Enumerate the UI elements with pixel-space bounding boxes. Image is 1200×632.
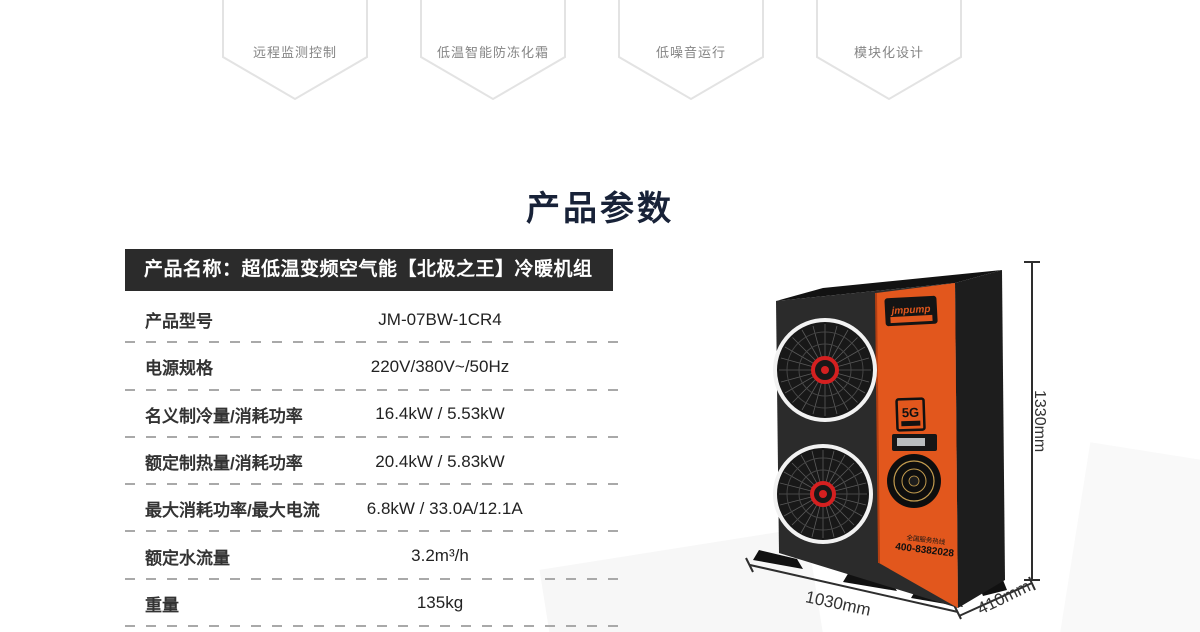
badge-outline (816, 0, 962, 101)
spec-label: 额定制热量/消耗功率 (145, 454, 303, 474)
feature-badge-remote: 远程监测控制 (220, 0, 370, 108)
spec-label: 名义制冷量/消耗功率 (145, 406, 303, 426)
fan-top (773, 318, 877, 422)
spec-value: 16.4kW / 5.53kW (375, 404, 505, 424)
speaker-mute-icon (616, 0, 766, 40)
badge-outline (420, 0, 566, 101)
feature-label: 低噪音运行 (655, 45, 726, 60)
table-row: 额定制热量/消耗功率 20.4kW / 5.83kW (125, 438, 627, 486)
unit-side (955, 270, 1005, 608)
display-window (892, 434, 937, 451)
feature-badge-modular: 模块化设计 (814, 0, 964, 108)
table-row: 重量 135kg (125, 580, 627, 628)
thermometer-snowflake-icon: ❄ (418, 0, 568, 40)
spec-table: 产品型号 JM-07BW-1CR4 电源规格 220V/380V~/50Hz 名… (125, 296, 627, 628)
feature-label: 远程监测控制 (252, 45, 337, 60)
brand-plate: jmpump (884, 295, 938, 327)
spec-label: 重量 (145, 595, 179, 615)
badge-outline (618, 0, 764, 101)
spec-value: 3.2m³/h (411, 546, 469, 566)
table-row: 产品型号 JM-07BW-1CR4 (125, 296, 627, 344)
table-row: 电源规格 220V/380V~/50Hz (125, 343, 627, 391)
background-shape (1055, 442, 1200, 632)
feature-label: 模块化设计 (853, 45, 924, 60)
spec-value: 220V/380V~/50Hz (370, 356, 510, 376)
spec-value: 135kg (416, 593, 464, 613)
smartphone-icon (220, 0, 370, 40)
seal-badge (887, 454, 941, 508)
dimension-height-label: 1330mm (1031, 390, 1048, 453)
spec-label: 产品型号 (145, 312, 213, 332)
table-row: 名义制冷量/消耗功率 16.4kW / 5.53kW (125, 391, 627, 439)
feature-badge-defrost: ❄ 低温智能防冻化霜 (418, 0, 568, 108)
page-title: 产品参数 (526, 190, 674, 228)
feature-badge-low-noise: 低噪音运行 (616, 0, 766, 108)
brand-text: jmpump (889, 304, 930, 317)
spec-label: 电源规格 (145, 359, 213, 379)
feature-label: 低温智能防冻化霜 (436, 45, 549, 60)
modules-icon (814, 0, 964, 40)
unit-top (776, 270, 1002, 301)
spec-value: JM-07BW-1CR4 (378, 309, 502, 329)
spec-label: 最大消耗功率/最大电流 (145, 501, 320, 521)
product-name-bar: 产品名称：超低温变频空气能【北极之王】冷暖机组 (125, 249, 613, 291)
spec-label: 额定水流量 (145, 548, 230, 568)
fan-bottom (773, 444, 873, 544)
product-image: jmpump 5G 全国服务热 (745, 250, 1065, 632)
table-row: 最大消耗功率/最大电流 6.8kW / 33.0A/12.1A (125, 485, 627, 533)
dimension-lines (745, 261, 1040, 620)
5g-badge: 5G (895, 397, 926, 432)
badge-outline (222, 0, 368, 101)
spec-value: 20.4kW / 5.83kW (375, 451, 505, 471)
table-row: 额定水流量 3.2m³/h (125, 532, 627, 581)
5g-text: 5G (902, 405, 920, 421)
spec-value: 6.8kW / 33.0A/12.1A (366, 498, 523, 518)
